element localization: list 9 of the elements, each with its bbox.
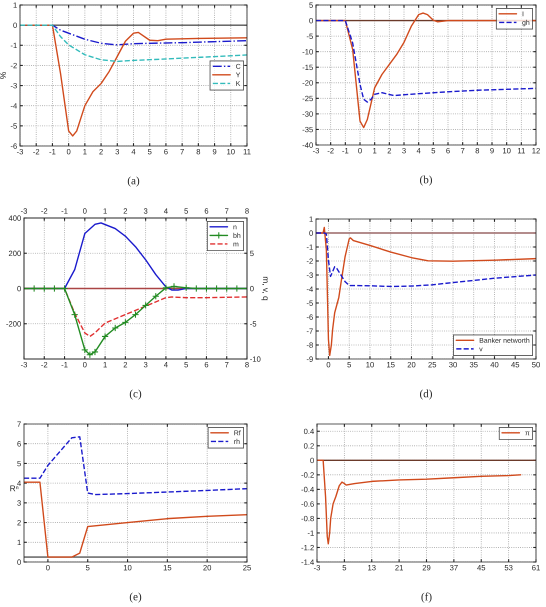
y2-axis-title: m, v, q [261,276,268,300]
text: (f) [421,592,432,603]
text: (e) [130,592,142,603]
text: (a) [128,176,140,187]
text: (b) [420,176,432,186]
y-axis-title: Rⁿ [10,486,18,492]
text: (c) [130,390,142,400]
y-axis-title: % [0,72,6,79]
text: (d) [420,390,432,400]
